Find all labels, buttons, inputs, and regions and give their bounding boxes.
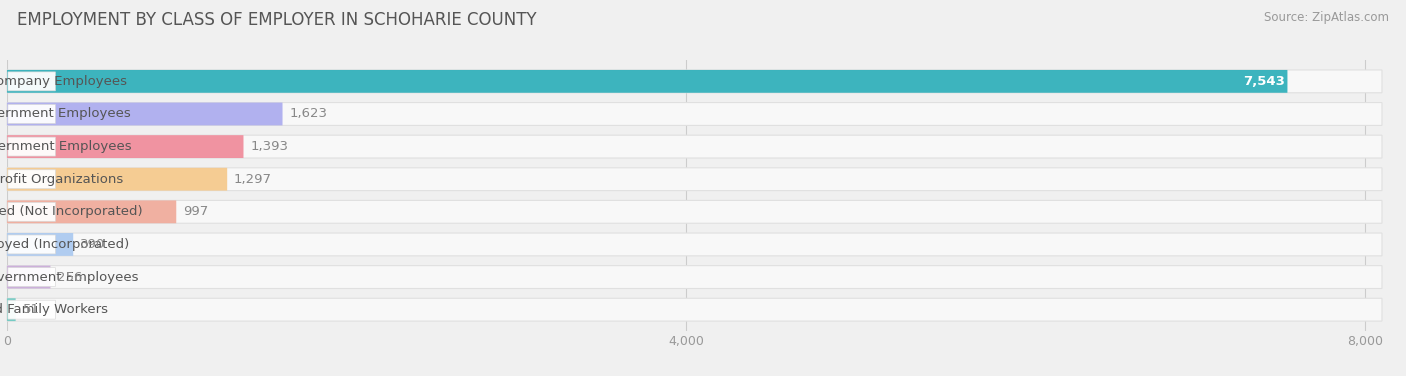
FancyBboxPatch shape	[7, 298, 15, 321]
Text: Source: ZipAtlas.com: Source: ZipAtlas.com	[1264, 11, 1389, 24]
Text: Self-Employed (Not Incorporated): Self-Employed (Not Incorporated)	[0, 205, 143, 218]
Text: Not-for-profit Organizations: Not-for-profit Organizations	[0, 173, 122, 186]
FancyBboxPatch shape	[8, 170, 55, 189]
FancyBboxPatch shape	[7, 135, 243, 158]
FancyBboxPatch shape	[8, 105, 55, 123]
Text: EMPLOYMENT BY CLASS OF EMPLOYER IN SCHOHARIE COUNTY: EMPLOYMENT BY CLASS OF EMPLOYER IN SCHOH…	[17, 11, 537, 29]
FancyBboxPatch shape	[7, 200, 1382, 223]
FancyBboxPatch shape	[8, 235, 55, 254]
FancyBboxPatch shape	[7, 233, 73, 256]
Text: Federal Government Employees: Federal Government Employees	[0, 271, 138, 284]
FancyBboxPatch shape	[7, 135, 1382, 158]
FancyBboxPatch shape	[7, 103, 283, 125]
FancyBboxPatch shape	[7, 298, 1382, 321]
Text: State Government Employees: State Government Employees	[0, 140, 131, 153]
FancyBboxPatch shape	[7, 266, 51, 288]
FancyBboxPatch shape	[7, 200, 176, 223]
Text: 256: 256	[58, 271, 83, 284]
FancyBboxPatch shape	[8, 268, 55, 287]
FancyBboxPatch shape	[8, 202, 55, 221]
Text: 997: 997	[183, 205, 208, 218]
FancyBboxPatch shape	[7, 168, 228, 191]
FancyBboxPatch shape	[8, 72, 55, 91]
FancyBboxPatch shape	[7, 266, 1382, 288]
FancyBboxPatch shape	[8, 300, 55, 319]
Text: Self-Employed (Incorporated): Self-Employed (Incorporated)	[0, 238, 129, 251]
FancyBboxPatch shape	[8, 137, 55, 156]
FancyBboxPatch shape	[7, 168, 1382, 191]
Text: 1,623: 1,623	[290, 108, 328, 120]
FancyBboxPatch shape	[7, 233, 1382, 256]
Text: 51: 51	[22, 303, 39, 316]
FancyBboxPatch shape	[7, 70, 1382, 93]
Text: Local Government Employees: Local Government Employees	[0, 108, 131, 120]
Text: Unpaid Family Workers: Unpaid Family Workers	[0, 303, 108, 316]
Text: 1,297: 1,297	[233, 173, 271, 186]
Text: Private Company Employees: Private Company Employees	[0, 75, 127, 88]
Text: 7,543: 7,543	[1243, 75, 1285, 88]
FancyBboxPatch shape	[7, 103, 1382, 125]
Text: 1,393: 1,393	[250, 140, 288, 153]
FancyBboxPatch shape	[7, 70, 1288, 93]
Text: 390: 390	[80, 238, 105, 251]
